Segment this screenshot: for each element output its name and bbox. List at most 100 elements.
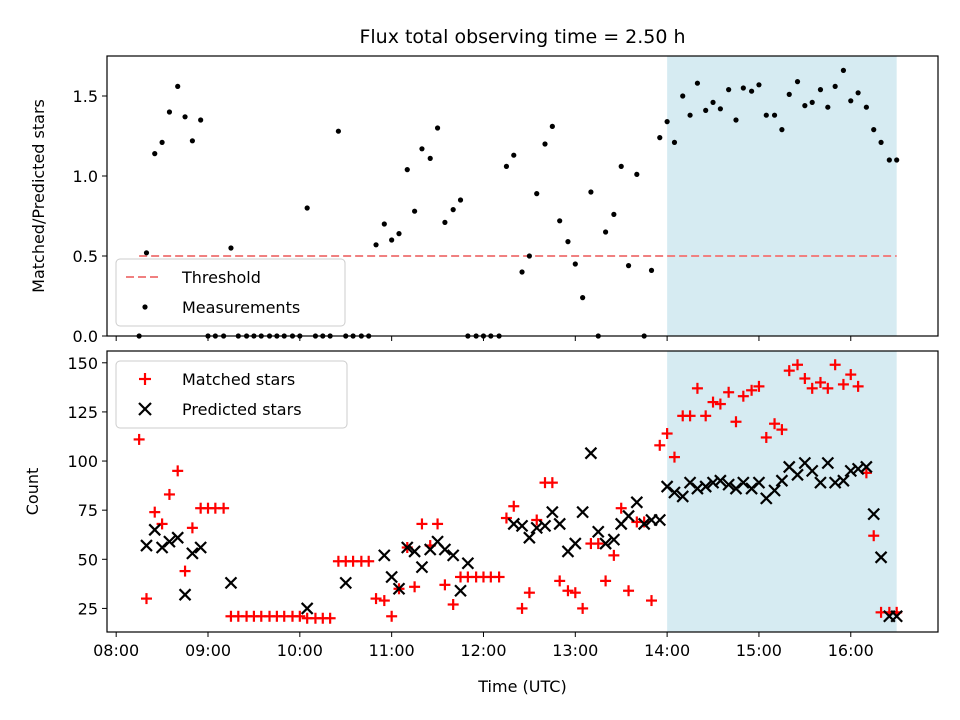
measurement-point — [657, 135, 663, 141]
measurement-point — [152, 151, 158, 157]
measurement-point — [687, 112, 693, 118]
measurement-point — [832, 83, 838, 89]
predicted-star-marker — [890, 610, 903, 623]
measurement-point — [580, 295, 586, 301]
measurement-point — [175, 83, 181, 89]
matched-star-marker — [700, 410, 712, 422]
matched-star-marker — [638, 516, 650, 528]
measurement-point — [863, 104, 869, 110]
matched-star-marker — [508, 500, 520, 512]
measurement-point — [894, 157, 900, 163]
measurement-point — [840, 67, 847, 73]
measurement-point — [886, 157, 892, 163]
bottom-highlight-span — [667, 351, 897, 632]
bottom-panel: 25 50 75 100 125 150 08:00 09:00 10:00 11:00 12:0… — [23, 350, 939, 696]
top-y-tick-label: 1.0 — [73, 167, 98, 186]
measurement-point — [373, 242, 379, 248]
predicted-star-marker — [599, 537, 612, 550]
predicted-star-marker — [768, 484, 781, 497]
predicted-star-marker — [584, 446, 598, 460]
predicted-star-marker — [607, 533, 621, 546]
top-panel: 0.0 0.5 1.0 1.5 Flux total observing time =… — [29, 26, 939, 346]
measurement-point — [304, 205, 310, 211]
predicted-star-marker — [178, 588, 192, 601]
measurement-point — [519, 269, 525, 275]
predicted-star-marker — [860, 460, 873, 474]
predicted-star-marker — [569, 537, 582, 550]
measurement-point — [671, 139, 678, 145]
measurement-point — [503, 163, 510, 169]
bottom-x-tick-label: 14:00 — [644, 641, 690, 660]
matched-star-marker — [163, 488, 175, 500]
measurement-point — [557, 218, 563, 224]
predicted-star-marker — [224, 576, 238, 590]
measurement-point — [450, 207, 456, 213]
bottom-x-tick-label: 11:00 — [369, 641, 415, 660]
measurement-point — [419, 146, 425, 152]
legend-measurement-swatch — [142, 304, 148, 310]
measurement-point — [228, 245, 234, 251]
predicted-star-marker — [837, 474, 850, 487]
matched-star-marker — [378, 595, 390, 607]
predicted-star-marker — [805, 464, 819, 478]
top-legend: Threshold Measurements — [115, 258, 346, 327]
top-axes-frame — [106, 55, 939, 337]
measurement-point — [618, 163, 624, 169]
matched-star-marker — [852, 380, 864, 392]
measurement-point — [733, 117, 739, 123]
measurement-point — [542, 141, 548, 147]
measurement-point — [809, 99, 815, 105]
predicted-star-marker — [668, 486, 681, 499]
measurement-point — [710, 99, 716, 105]
matched-star-marker — [133, 433, 145, 445]
matched-star-marker — [172, 465, 184, 477]
predicted-star-marker — [553, 517, 566, 531]
measurement-point — [763, 112, 769, 118]
predicted-star-marker — [791, 468, 804, 482]
predicted-star-marker — [814, 476, 827, 489]
matched-star-marker — [523, 587, 535, 599]
bottom-y-tick-label: 50 — [78, 550, 98, 569]
measurement-point — [143, 250, 150, 256]
bottom-y-tick-label: 25 — [78, 599, 98, 618]
predicted-star-marker — [546, 505, 559, 519]
measurement-point — [389, 237, 395, 243]
measurement-point — [625, 263, 632, 269]
bottom-x-ticks: 08:00 09:00 10:00 11:00 12:00 13:00 14:00 15:00… — [93, 632, 874, 660]
matched-star-marker — [769, 418, 781, 430]
legend-threshold-label: Threshold — [181, 268, 261, 287]
measurement-point — [603, 229, 609, 235]
matched-star-marker — [493, 571, 505, 583]
bottom-x-tick-label: 08:00 — [93, 641, 139, 660]
measurement-point — [198, 117, 204, 123]
measurement-point — [549, 123, 555, 129]
legend-predicted-label: Predicted stars — [182, 400, 302, 419]
matched-star-marker — [447, 598, 459, 610]
predicted-stars-points — [140, 446, 903, 623]
legend-matched-swatch — [139, 373, 151, 385]
predicted-star-marker — [194, 541, 207, 554]
predicted-star-marker — [821, 456, 835, 470]
predicted-star-marker — [722, 478, 735, 491]
measurement-point — [871, 127, 877, 133]
measurement-point — [396, 231, 402, 237]
measurement-point — [740, 85, 746, 91]
matched-star-marker — [324, 612, 336, 624]
matched-star-marker — [792, 359, 804, 371]
predicted-star-marker — [163, 535, 176, 548]
predicted-star-marker — [699, 480, 712, 493]
matched-star-marker — [608, 549, 620, 561]
bottom-legend-box — [115, 360, 348, 429]
matched-star-marker — [500, 512, 512, 524]
matched-star-marker — [156, 518, 168, 530]
measurement-point — [717, 106, 723, 112]
bottom-y-tick-label: 75 — [78, 501, 98, 520]
predicted-star-marker — [867, 507, 881, 521]
predicted-star-marker — [737, 476, 750, 489]
matched-star-marker — [760, 431, 772, 443]
measurement-point — [779, 127, 785, 133]
predicted-star-marker — [454, 584, 467, 598]
matched-star-marker — [294, 610, 306, 622]
matched-star-marker — [623, 585, 635, 597]
